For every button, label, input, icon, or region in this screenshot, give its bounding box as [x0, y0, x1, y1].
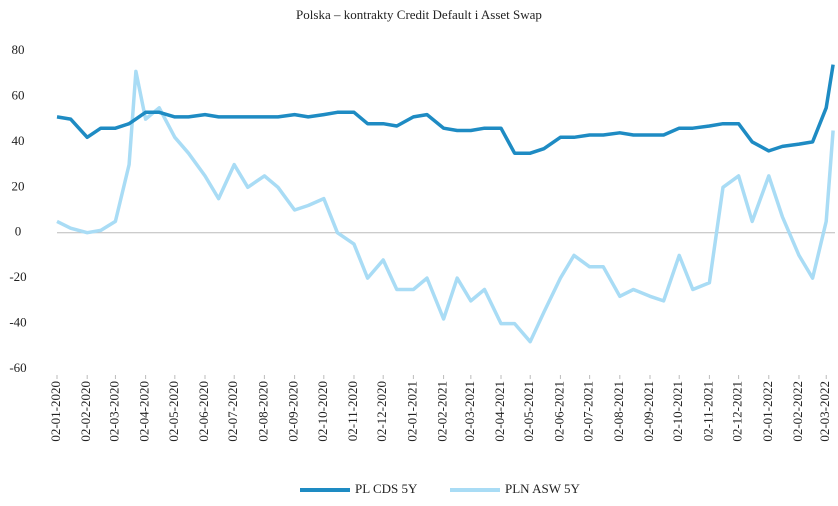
y-tick-label: -20: [9, 269, 26, 284]
x-tick-label: 02-05-2021: [521, 381, 536, 442]
x-tick-label: 02-10-2020: [315, 381, 330, 442]
x-tick-label: 02-07-2020: [225, 381, 240, 442]
y-tick-label: 0: [15, 224, 22, 239]
x-tick-label: 02-04-2021: [492, 381, 507, 442]
y-tick-label: -40: [9, 315, 26, 330]
x-tick-label: 02-04-2020: [137, 381, 152, 442]
x-tick-label: 02-01-2020: [48, 381, 63, 442]
x-tick-label: 02-03-2020: [106, 381, 121, 442]
legend-label: PL CDS 5Y: [355, 481, 418, 496]
x-tick-label: 02-08-2020: [255, 381, 270, 442]
y-tick-label: 40: [12, 133, 25, 148]
y-tick-label: 20: [12, 178, 25, 193]
x-tick-label: 02-09-2021: [641, 381, 656, 442]
y-tick-label: 80: [12, 42, 25, 57]
series-line: [56, 64, 835, 155]
x-tick-label: 02-03-2021: [462, 381, 477, 442]
x-tick-label: 02-11-2021: [700, 381, 715, 441]
x-tick-label: 02-12-2021: [730, 381, 745, 442]
x-tick-label: 02-05-2020: [166, 381, 181, 442]
x-tick-label: 02-12-2020: [374, 381, 389, 442]
x-tick-label: 02-06-2021: [551, 381, 566, 442]
x-tick-label: 02-07-2021: [581, 381, 596, 442]
y-tick-label: 60: [12, 87, 25, 102]
x-tick-label: 02-08-2021: [611, 381, 626, 442]
x-tick-label: 02-02-2020: [78, 381, 93, 442]
x-tick-label: 02-10-2021: [670, 381, 685, 442]
x-tick-label: 02-03-2022: [817, 381, 832, 442]
x-tick-label: 02-01-2021: [404, 381, 419, 442]
chart-title: Polska – kontrakty Credit Default i Asse…: [296, 7, 542, 22]
x-tick-label: 02-09-2020: [286, 381, 301, 442]
x-tick-label: 02-01-2022: [760, 381, 775, 442]
y-tick-label: -60: [9, 360, 26, 375]
x-tick-label: 02-02-2021: [435, 381, 450, 442]
legend-label: PLN ASW 5Y: [505, 481, 580, 496]
series-line: [56, 69, 835, 344]
x-tick-label: 02-02-2022: [790, 381, 805, 442]
x-tick-label: 02-11-2020: [345, 381, 360, 441]
x-tick-label: 02-06-2020: [196, 381, 211, 442]
